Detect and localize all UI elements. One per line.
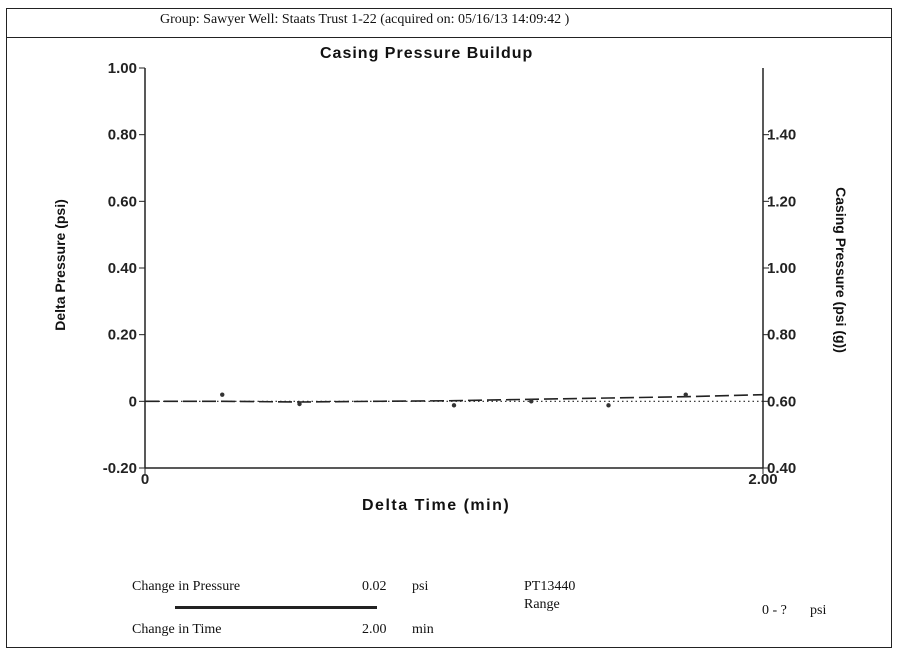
data-point bbox=[451, 403, 457, 408]
range-unit: psi bbox=[810, 603, 827, 618]
range-label: Range bbox=[524, 597, 560, 612]
change-time-unit: min bbox=[412, 622, 434, 637]
x-tick-label: 2.00 bbox=[748, 471, 777, 488]
y2-tick-label: 0.60 bbox=[767, 393, 796, 410]
y-tick-label: 0.20 bbox=[108, 327, 137, 344]
y-tick-label: 0 bbox=[129, 393, 137, 410]
change-time-value: 2.00 bbox=[362, 622, 387, 637]
y2-tick-label: 1.40 bbox=[767, 127, 796, 144]
change-pressure-label: Change in Pressure bbox=[132, 579, 241, 594]
data-point bbox=[529, 399, 534, 404]
change-pressure-value: 0.02 bbox=[362, 579, 387, 594]
y2-tick-label: 0.40 bbox=[767, 460, 796, 477]
y-tick-label: 0.80 bbox=[108, 127, 137, 144]
legend-line bbox=[175, 606, 377, 609]
y-tick-label: -0.20 bbox=[103, 460, 137, 477]
header-bar bbox=[6, 8, 892, 38]
y2-tick-label: 1.20 bbox=[767, 193, 796, 210]
casing-pressure-line bbox=[145, 393, 764, 403]
chart-title: Casing Pressure Buildup bbox=[320, 45, 534, 62]
data-point bbox=[606, 403, 611, 408]
x-tick-label: 0 bbox=[141, 471, 149, 488]
range-value: 0 - ? bbox=[762, 603, 787, 618]
y2-tick-label: 0.80 bbox=[767, 327, 796, 344]
y-tick-label: 0.40 bbox=[108, 260, 137, 277]
data-point bbox=[297, 401, 302, 407]
change-pressure-unit: psi bbox=[412, 579, 429, 594]
x-axis-label: Delta Time (min) bbox=[362, 497, 511, 514]
data-point bbox=[220, 392, 225, 397]
y-axis-label-left: Delta Pressure (psi) bbox=[52, 199, 68, 331]
y-axis-label-right: Casing Pressure (psi (g)) bbox=[833, 187, 849, 353]
gauge-id: PT13440 bbox=[524, 579, 576, 594]
y-tick-label: 1.00 bbox=[108, 60, 137, 77]
y-tick-label: 0.60 bbox=[108, 193, 137, 210]
change-time-label: Change in Time bbox=[132, 622, 222, 637]
report-frame bbox=[6, 8, 892, 648]
data-point bbox=[683, 392, 688, 397]
y2-tick-label: 1.00 bbox=[767, 260, 796, 277]
header-text: Group: Sawyer Well: Staats Trust 1-22 (a… bbox=[160, 12, 570, 27]
